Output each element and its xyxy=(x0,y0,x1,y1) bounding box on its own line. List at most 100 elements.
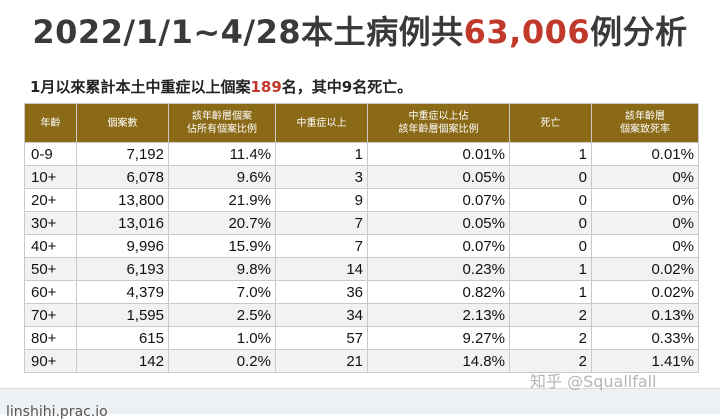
severe-share-cell: 14.8% xyxy=(367,349,510,373)
age-cell: 40+ xyxy=(24,234,77,258)
deaths-cell: 2 xyxy=(509,349,592,373)
table-row: 70+ 1,595 2.5% 34 2.13% 2 0.13% xyxy=(24,303,699,327)
deaths-cell: 2 xyxy=(509,326,592,350)
table-row: 0-9 7,192 11.4% 1 0.01% 1 0.01% xyxy=(24,142,699,166)
header-deaths: 死亡 xyxy=(509,103,592,143)
severe-cell: 21 xyxy=(275,349,368,373)
case-share-cell: 11.4% xyxy=(168,142,276,166)
severe-cell: 7 xyxy=(275,234,368,258)
case-share-cell: 2.5% xyxy=(168,303,276,327)
header-severe: 中重症以上 xyxy=(275,103,368,143)
age-cell: 10+ xyxy=(24,165,77,189)
age-stats-table: 年齡 個案數 該年齡層個案 佔所有個案比例 中重症以上 中重症以上佔 該年齡層個案比例死… xyxy=(24,103,699,373)
fatality-rate-cell: 0% xyxy=(591,165,699,189)
age-cell: 80+ xyxy=(24,326,77,350)
bottom-bar xyxy=(0,388,720,414)
table-row: 30+ 13,016 20.7% 7 0.05% 0 0% xyxy=(24,211,699,235)
cases-cell: 13,016 xyxy=(76,211,169,235)
case-share-cell: 0.2% xyxy=(168,349,276,373)
case-share-cell: 9.6% xyxy=(168,165,276,189)
age-cell: 30+ xyxy=(24,211,77,235)
case-share-cell: 7.0% xyxy=(168,280,276,304)
severe-cell: 14 xyxy=(275,257,368,281)
severe-share-cell: 0.05% xyxy=(367,211,510,235)
table-row: 90+ 142 0.2% 21 14.8% 2 1.41% xyxy=(24,349,699,373)
fatality-rate-cell: 0% xyxy=(591,234,699,258)
cases-cell: 1,595 xyxy=(76,303,169,327)
table-row: 20+ 13,800 21.9% 9 0.07% 0 0% xyxy=(24,188,699,212)
subtitle-severe-count: 189 xyxy=(250,78,282,96)
bottom-url-text: linshihi.prac.io xyxy=(6,404,108,420)
table-body: 0-9 7,192 11.4% 1 0.01% 1 0.01% 10+ 6,078 9.6% 3 0.… xyxy=(24,142,699,373)
cases-cell: 7,192 xyxy=(76,142,169,166)
deaths-cell: 0 xyxy=(509,188,592,212)
severe-cell: 3 xyxy=(275,165,368,189)
page-title: 2022/1/1~4/28本土病例共63,006例分析 xyxy=(0,12,720,52)
severe-share-cell: 0.01% xyxy=(367,142,510,166)
fatality-rate-cell: 0% xyxy=(591,211,699,235)
severe-cell: 1 xyxy=(275,142,368,166)
header-cases: 個案數 xyxy=(76,103,169,143)
table-row: 10+ 6,078 9.6% 3 0.05% 0 0% xyxy=(24,165,699,189)
deaths-cell: 0 xyxy=(509,211,592,235)
fatality-rate-cell: 0.01% xyxy=(591,142,699,166)
fatality-rate-cell: 0.33% xyxy=(591,326,699,350)
cases-cell: 9,996 xyxy=(76,234,169,258)
fatality-rate-cell: 0% xyxy=(591,188,699,212)
subtitle-prefix: 1月以來累計本土中重症以上個案 xyxy=(30,78,251,96)
subtitle-suffix: 名，其中9名死亡。 xyxy=(281,78,413,96)
header-age: 年齡 xyxy=(24,103,77,143)
age-cell: 0-9 xyxy=(24,142,77,166)
title-case-count: 63,006 xyxy=(463,13,591,51)
deaths-cell: 0 xyxy=(509,165,592,189)
cases-cell: 142 xyxy=(76,349,169,373)
cases-cell: 13,800 xyxy=(76,188,169,212)
deaths-cell: 0 xyxy=(509,234,592,258)
header-case-share: 該年齡層個案 佔所有個案比例 xyxy=(168,103,276,143)
severe-cell: 57 xyxy=(275,326,368,350)
fatality-rate-cell: 1.41% xyxy=(591,349,699,373)
age-cell: 50+ xyxy=(24,257,77,281)
case-share-cell: 9.8% xyxy=(168,257,276,281)
severe-share-cell: 0.82% xyxy=(367,280,510,304)
case-share-cell: 20.7% xyxy=(168,211,276,235)
age-cell: 60+ xyxy=(24,280,77,304)
fatality-rate-cell: 0.13% xyxy=(591,303,699,327)
age-cell: 20+ xyxy=(24,188,77,212)
fatality-rate-cell: 0.02% xyxy=(591,280,699,304)
severe-share-cell: 0.07% xyxy=(367,188,510,212)
table-row: 40+ 9,996 15.9% 7 0.07% 0 0% xyxy=(24,234,699,258)
age-cell: 70+ xyxy=(24,303,77,327)
severe-share-cell: 9.27% xyxy=(367,326,510,350)
severe-cell: 36 xyxy=(275,280,368,304)
title-suffix: 例分析 xyxy=(590,13,688,51)
severe-share-cell: 0.05% xyxy=(367,165,510,189)
severe-cell: 7 xyxy=(275,211,368,235)
severe-cell: 34 xyxy=(275,303,368,327)
case-share-cell: 15.9% xyxy=(168,234,276,258)
severe-share-cell: 2.13% xyxy=(367,303,510,327)
header-severe-share: 中重症以上佔 該年齡層個案比例 xyxy=(367,103,510,143)
table-row: 80+ 615 1.0% 57 9.27% 2 0.33% xyxy=(24,326,699,350)
cases-cell: 6,078 xyxy=(76,165,169,189)
header-fatality-rate: 該年齡層 個案致死率 xyxy=(591,103,699,143)
cases-cell: 615 xyxy=(76,326,169,350)
watermark: 知乎 @Squallfall xyxy=(530,372,657,391)
case-share-cell: 21.9% xyxy=(168,188,276,212)
deaths-cell: 1 xyxy=(509,280,592,304)
age-cell: 90+ xyxy=(24,349,77,373)
cases-cell: 4,379 xyxy=(76,280,169,304)
severe-share-cell: 0.07% xyxy=(367,234,510,258)
severe-share-cell: 0.23% xyxy=(367,257,510,281)
deaths-cell: 1 xyxy=(509,257,592,281)
title-prefix: 2022/1/1~4/28本土病例共 xyxy=(32,13,464,51)
deaths-cell: 1 xyxy=(509,142,592,166)
table-row: 60+ 4,379 7.0% 36 0.82% 1 0.02% xyxy=(24,280,699,304)
fatality-rate-cell: 0.02% xyxy=(591,257,699,281)
table-header-row: 年齡 個案數 該年齡層個案 佔所有個案比例 中重症以上 中重症以上佔 該年齡層個案比例死… xyxy=(24,103,699,143)
cases-cell: 6,193 xyxy=(76,257,169,281)
case-share-cell: 1.0% xyxy=(168,326,276,350)
severe-cell: 9 xyxy=(275,188,368,212)
deaths-cell: 2 xyxy=(509,303,592,327)
subtitle: 1月以來累計本土中重症以上個案189名，其中9名死亡。 xyxy=(30,76,412,97)
